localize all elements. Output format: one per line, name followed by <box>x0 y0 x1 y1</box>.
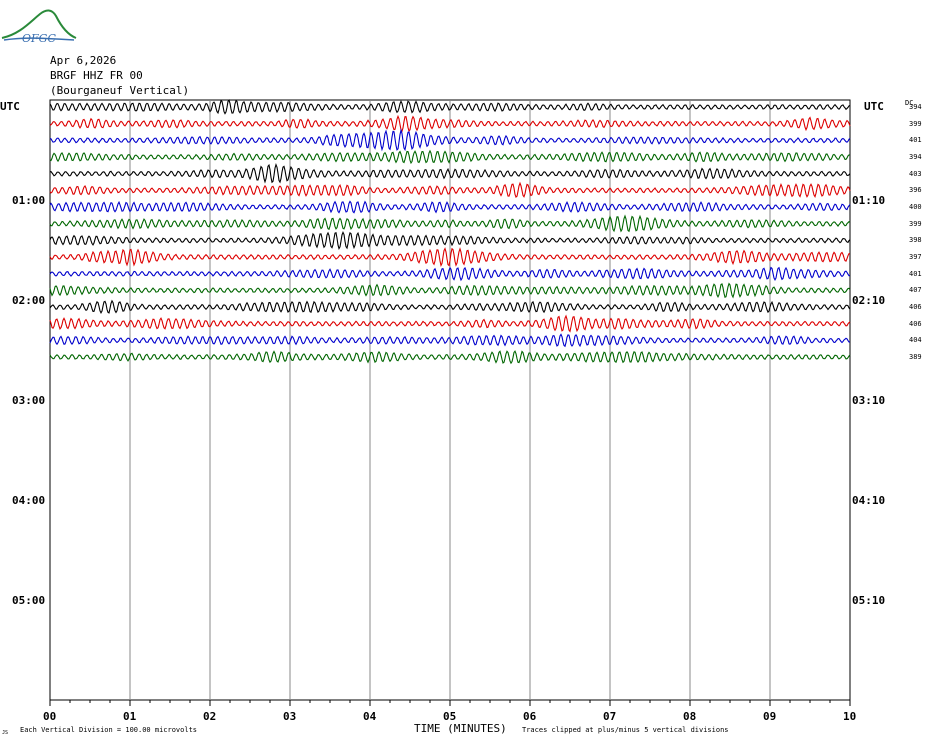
seismic-trace <box>49 299 851 315</box>
x-tick-label: 04 <box>363 710 377 723</box>
left-hour-label: 01:00 <box>12 194 46 207</box>
x-tick-label: 02 <box>203 710 217 723</box>
x-tick-label: 06 <box>523 710 537 723</box>
dc-offset-value: 403 <box>909 169 922 178</box>
x-tick-label: 03 <box>283 710 297 723</box>
seismic-trace <box>49 214 851 233</box>
right-hour-label: 04:10 <box>852 494 886 507</box>
seismic-trace <box>49 200 851 214</box>
right-hour-label: 01:10 <box>852 194 886 207</box>
seismic-trace <box>49 247 850 268</box>
dc-offset-value: 407 <box>909 286 922 295</box>
dc-offset-value: 396 <box>909 186 922 195</box>
logo-text: OFGC <box>22 32 56 44</box>
seismic-trace <box>49 350 851 365</box>
seismic-trace <box>49 181 851 199</box>
location-label: (Bourganeuf Vertical) <box>50 84 190 97</box>
left-hour-label: 05:00 <box>12 594 46 607</box>
seismic-trace <box>49 333 851 348</box>
dc-offset-value: 399 <box>909 119 922 128</box>
seismic-trace <box>49 128 851 152</box>
clip-note: Traces clipped at plus/minus 5 vertical … <box>522 726 729 734</box>
dc-offset-value: 406 <box>909 319 922 328</box>
x-tick-label: 01 <box>123 710 137 723</box>
x-tick-label: 09 <box>763 710 777 723</box>
right-hour-label: 05:10 <box>852 594 886 607</box>
ofgc-logo: OFGC <box>1 9 77 44</box>
right-hour-label: 02:10 <box>852 294 886 307</box>
scale-note: Each Vertical Division = 100.00 microvol… <box>20 726 198 734</box>
dc-offset-value: 401 <box>909 269 922 278</box>
x-tick-label: 10 <box>843 710 857 723</box>
dc-offset-value: 398 <box>909 236 922 245</box>
x-tick-label: 05 <box>443 710 457 723</box>
dc-offset-value: 401 <box>909 136 922 145</box>
right-utc-title: UTC <box>864 100 884 113</box>
seismic-trace <box>49 282 851 299</box>
left-hour-label: 02:00 <box>12 294 46 307</box>
trace-group <box>49 99 851 365</box>
dc-offset-value: 406 <box>909 303 922 311</box>
corner-mark: JS <box>2 730 9 736</box>
dc-offset-value: 399 <box>909 219 922 228</box>
dc-offset-value: 389 <box>909 353 922 361</box>
x-tick-label: 07 <box>603 710 617 723</box>
seismic-trace <box>49 314 851 333</box>
seismic-trace <box>49 162 851 184</box>
seismic-trace <box>49 99 851 115</box>
date-label: Apr 6,2026 <box>50 54 117 67</box>
dc-offset-value: 394 <box>909 153 922 161</box>
seismic-trace <box>49 149 851 165</box>
station-label: BRGF HHZ FR 00 <box>50 69 143 82</box>
dc-offset-value: 400 <box>909 203 922 211</box>
seismic-trace <box>49 231 851 250</box>
right-hour-label: 03:10 <box>852 394 886 407</box>
seismic-trace <box>49 114 851 133</box>
seismic-trace <box>49 266 851 282</box>
dc-offset-value: 397 <box>909 253 922 261</box>
tick-group <box>49 700 851 706</box>
left-utc-title: UTC <box>0 100 20 113</box>
left-hour-label: 03:00 <box>12 394 46 407</box>
x-tick-label: 00 <box>43 710 57 723</box>
dc-offset-value: 404 <box>909 336 922 345</box>
x-tick-label: 08 <box>683 710 697 723</box>
dc-title: DC <box>905 99 914 107</box>
dc-offset-value: 394 <box>909 103 922 111</box>
x-axis-label: TIME (MINUTES) <box>414 722 507 735</box>
left-hour-label: 04:00 <box>12 494 46 507</box>
